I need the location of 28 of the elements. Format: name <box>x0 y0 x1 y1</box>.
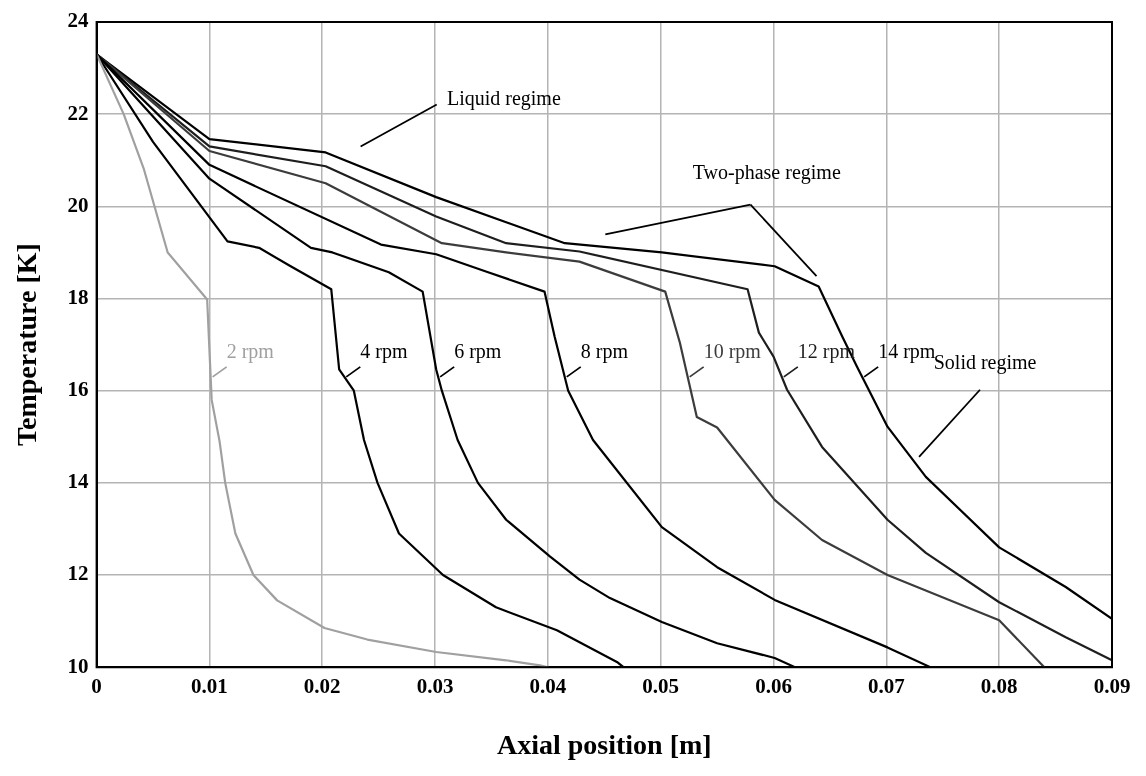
x-tick-label: 0.03 <box>416 674 454 699</box>
y-tick-label: 10 <box>67 653 89 678</box>
x-tick-label: 0.08 <box>980 674 1018 699</box>
series-label: 2 rpm <box>226 340 275 364</box>
x-tick-label: 0.05 <box>642 674 680 699</box>
x-tick-label: 0 <box>91 674 102 699</box>
x-tick-label: 0.01 <box>191 674 228 699</box>
series-label: 8 rpm <box>580 340 629 364</box>
x-tick-label: 0.04 <box>529 674 567 699</box>
series-label: 10 rpm <box>703 340 762 364</box>
y-tick-label: 18 <box>67 284 89 309</box>
y-tick-label: 24 <box>67 8 90 33</box>
x-tick-label: 0.07 <box>867 674 905 699</box>
annotation: Two-phase regime <box>692 160 841 184</box>
x-tick-label: 0.06 <box>755 674 792 699</box>
series-label: 4 rpm <box>360 340 408 364</box>
x-axis-title: Axial position [m] <box>496 729 712 761</box>
y-tick-label: 16 <box>67 377 89 402</box>
y-tick-label: 12 <box>67 561 89 586</box>
annotation: Liquid regime <box>446 86 561 110</box>
y-axis-title: Temperature [K] <box>11 243 43 447</box>
x-tick-label: 0.09 <box>1093 674 1131 699</box>
y-tick-label: 20 <box>67 192 89 217</box>
series-label: 6 rpm <box>454 340 502 364</box>
x-tick-label: 0.02 <box>303 674 341 699</box>
y-tick-label: 14 <box>67 469 90 494</box>
series-label: 14 rpm <box>878 340 936 364</box>
y-tick-label: 22 <box>67 100 89 125</box>
